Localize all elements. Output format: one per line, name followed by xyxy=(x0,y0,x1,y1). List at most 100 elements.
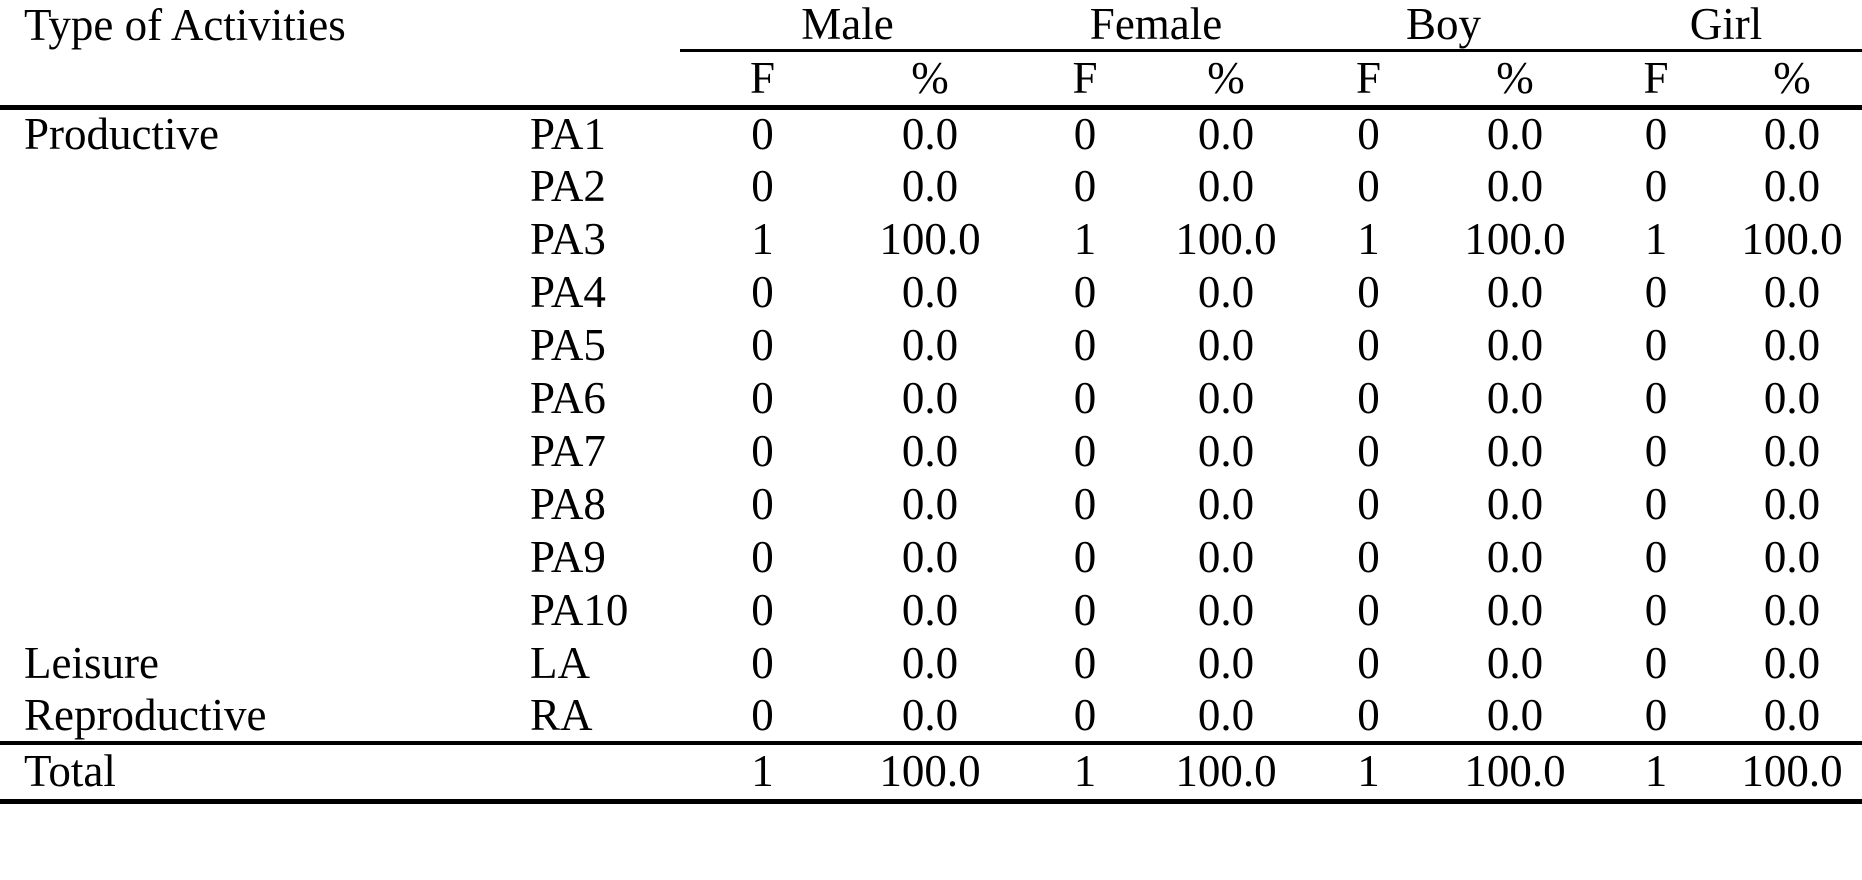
row-category: Reproductive xyxy=(24,690,267,740)
row-code: PA6 xyxy=(530,373,606,423)
value-cell: 0.0 xyxy=(1197,161,1255,211)
value-cell: 0 xyxy=(1357,479,1380,529)
value-cell: 0 xyxy=(1073,690,1097,740)
value-cell: 0.0 xyxy=(901,320,959,370)
row-category xyxy=(0,372,506,425)
subheader-pct: % xyxy=(1155,50,1298,110)
row-code: PA7 xyxy=(530,426,606,476)
row-category xyxy=(0,319,506,372)
table-body: Productive PA1 0 0.0 0 0.0 0 0.0 0 0.0 PA2 0 0.0 0 0.0… xyxy=(0,107,1862,743)
value-cell: 0 xyxy=(1073,532,1097,582)
group-header-boy: Boy xyxy=(1297,0,1591,52)
table-row: PA2 0 0.0 0 0.0 0 0.0 0 0.0 xyxy=(0,160,1862,213)
value-cell: 0 xyxy=(1644,109,1668,160)
value-cell: 0.0 xyxy=(1763,690,1821,740)
value-cell: 1 xyxy=(1644,214,1668,264)
value-cell: 0.0 xyxy=(901,161,959,211)
group-header-girl: Girl xyxy=(1590,0,1862,52)
total-row: Total 1 100.0 1 100.0 1 100.0 1 100.0 xyxy=(0,741,1862,804)
value-cell: 0 xyxy=(1357,690,1380,740)
value-cell: 0.0 xyxy=(901,373,959,423)
value-cell: 0 xyxy=(1644,373,1668,423)
value-cell: 0 xyxy=(1073,109,1097,160)
table-row: PA6 0 0.0 0 0.0 0 0.0 0 0.0 xyxy=(0,372,1862,425)
activities-table: Type of Activities Male Female Boy Girl … xyxy=(0,0,1862,804)
value-cell: 100.0 xyxy=(1175,214,1277,264)
value-cell: 0.0 xyxy=(901,479,959,529)
total-value: 100.0 xyxy=(1722,741,1862,804)
value-cell: 0.0 xyxy=(1486,320,1544,370)
subheader-spacer xyxy=(0,50,681,110)
value-cell: 0 xyxy=(1644,267,1668,317)
subheader-row: F % F % F % F % xyxy=(0,50,1862,110)
value-cell: 0 xyxy=(1073,426,1097,476)
total-label: Total xyxy=(0,741,681,804)
value-cell: 0 xyxy=(751,532,774,582)
row-code: RA xyxy=(530,690,593,740)
table-row: PA5 0 0.0 0 0.0 0 0.0 0 0.0 xyxy=(0,319,1862,372)
row-category xyxy=(0,584,506,637)
row-code: PA5 xyxy=(530,320,606,370)
row-category: Productive xyxy=(24,109,219,160)
value-cell: 0.0 xyxy=(1486,585,1544,635)
row-code: PA1 xyxy=(530,109,606,160)
value-cell: 0.0 xyxy=(1763,585,1821,635)
value-cell: 0 xyxy=(1357,426,1380,476)
value-cell: 0.0 xyxy=(1197,373,1255,423)
value-cell: 0.0 xyxy=(1197,532,1255,582)
row-category xyxy=(0,213,506,266)
value-cell: 1 xyxy=(751,214,774,264)
value-cell: 0.0 xyxy=(901,638,959,688)
value-cell: 0.0 xyxy=(901,690,959,740)
value-cell: 0.0 xyxy=(901,585,959,635)
value-cell: 0 xyxy=(1644,479,1668,529)
row-category xyxy=(0,478,506,531)
group-header-male: Male xyxy=(680,0,1016,52)
value-cell: 0 xyxy=(1644,320,1668,370)
row-code: PA9 xyxy=(530,532,606,582)
value-cell: 0 xyxy=(1357,585,1380,635)
value-cell: 0 xyxy=(751,479,774,529)
corner-header: Type of Activities xyxy=(24,0,346,50)
value-cell: 0 xyxy=(751,320,774,370)
value-cell: 0.0 xyxy=(1197,690,1255,740)
row-code: PA8 xyxy=(530,479,606,529)
value-cell: 0.0 xyxy=(1763,267,1821,317)
table-row: PA7 0 0.0 0 0.0 0 0.0 0 0.0 xyxy=(0,425,1862,478)
value-cell: 0 xyxy=(751,161,774,211)
value-cell: 0.0 xyxy=(1486,479,1544,529)
row-code: PA3 xyxy=(530,214,606,264)
value-cell: 0.0 xyxy=(1763,638,1821,688)
value-cell: 0.0 xyxy=(1486,161,1544,211)
value-cell: 0 xyxy=(1073,267,1097,317)
total-value: 1 xyxy=(1015,741,1156,804)
value-cell: 0 xyxy=(1644,585,1668,635)
value-cell: 0.0 xyxy=(901,426,959,476)
value-cell: 0 xyxy=(1073,320,1097,370)
value-cell: 0 xyxy=(751,585,774,635)
value-cell: 0 xyxy=(1073,479,1097,529)
table-row: PA10 0 0.0 0 0.0 0 0.0 0 0.0 xyxy=(0,584,1862,637)
value-cell: 0 xyxy=(1644,426,1668,476)
value-cell: 0 xyxy=(1357,373,1380,423)
table-row: PA8 0 0.0 0 0.0 0 0.0 0 0.0 xyxy=(0,478,1862,531)
table-row: Leisure LA 0 0.0 0 0.0 0 0.0 0 0.0 xyxy=(0,637,1862,690)
value-cell: 1 xyxy=(1357,214,1380,264)
value-cell: 0 xyxy=(1073,373,1097,423)
value-cell: 0 xyxy=(751,638,774,688)
value-cell: 0.0 xyxy=(1197,638,1255,688)
row-code: LA xyxy=(530,638,590,688)
row-code: PA2 xyxy=(530,161,606,211)
value-cell: 0 xyxy=(1073,161,1097,211)
value-cell: 0 xyxy=(751,267,774,317)
subheader-f: F xyxy=(1590,50,1723,110)
value-cell: 0 xyxy=(1644,638,1668,688)
value-cell: 0.0 xyxy=(1486,532,1544,582)
value-cell: 0.0 xyxy=(1763,532,1821,582)
value-cell: 0.0 xyxy=(1197,109,1255,160)
value-cell: 0 xyxy=(1644,532,1668,582)
value-cell: 0 xyxy=(1644,161,1668,211)
value-cell: 0 xyxy=(751,690,774,740)
table-row: Productive PA1 0 0.0 0 0.0 0 0.0 0 0.0 xyxy=(0,107,1862,160)
